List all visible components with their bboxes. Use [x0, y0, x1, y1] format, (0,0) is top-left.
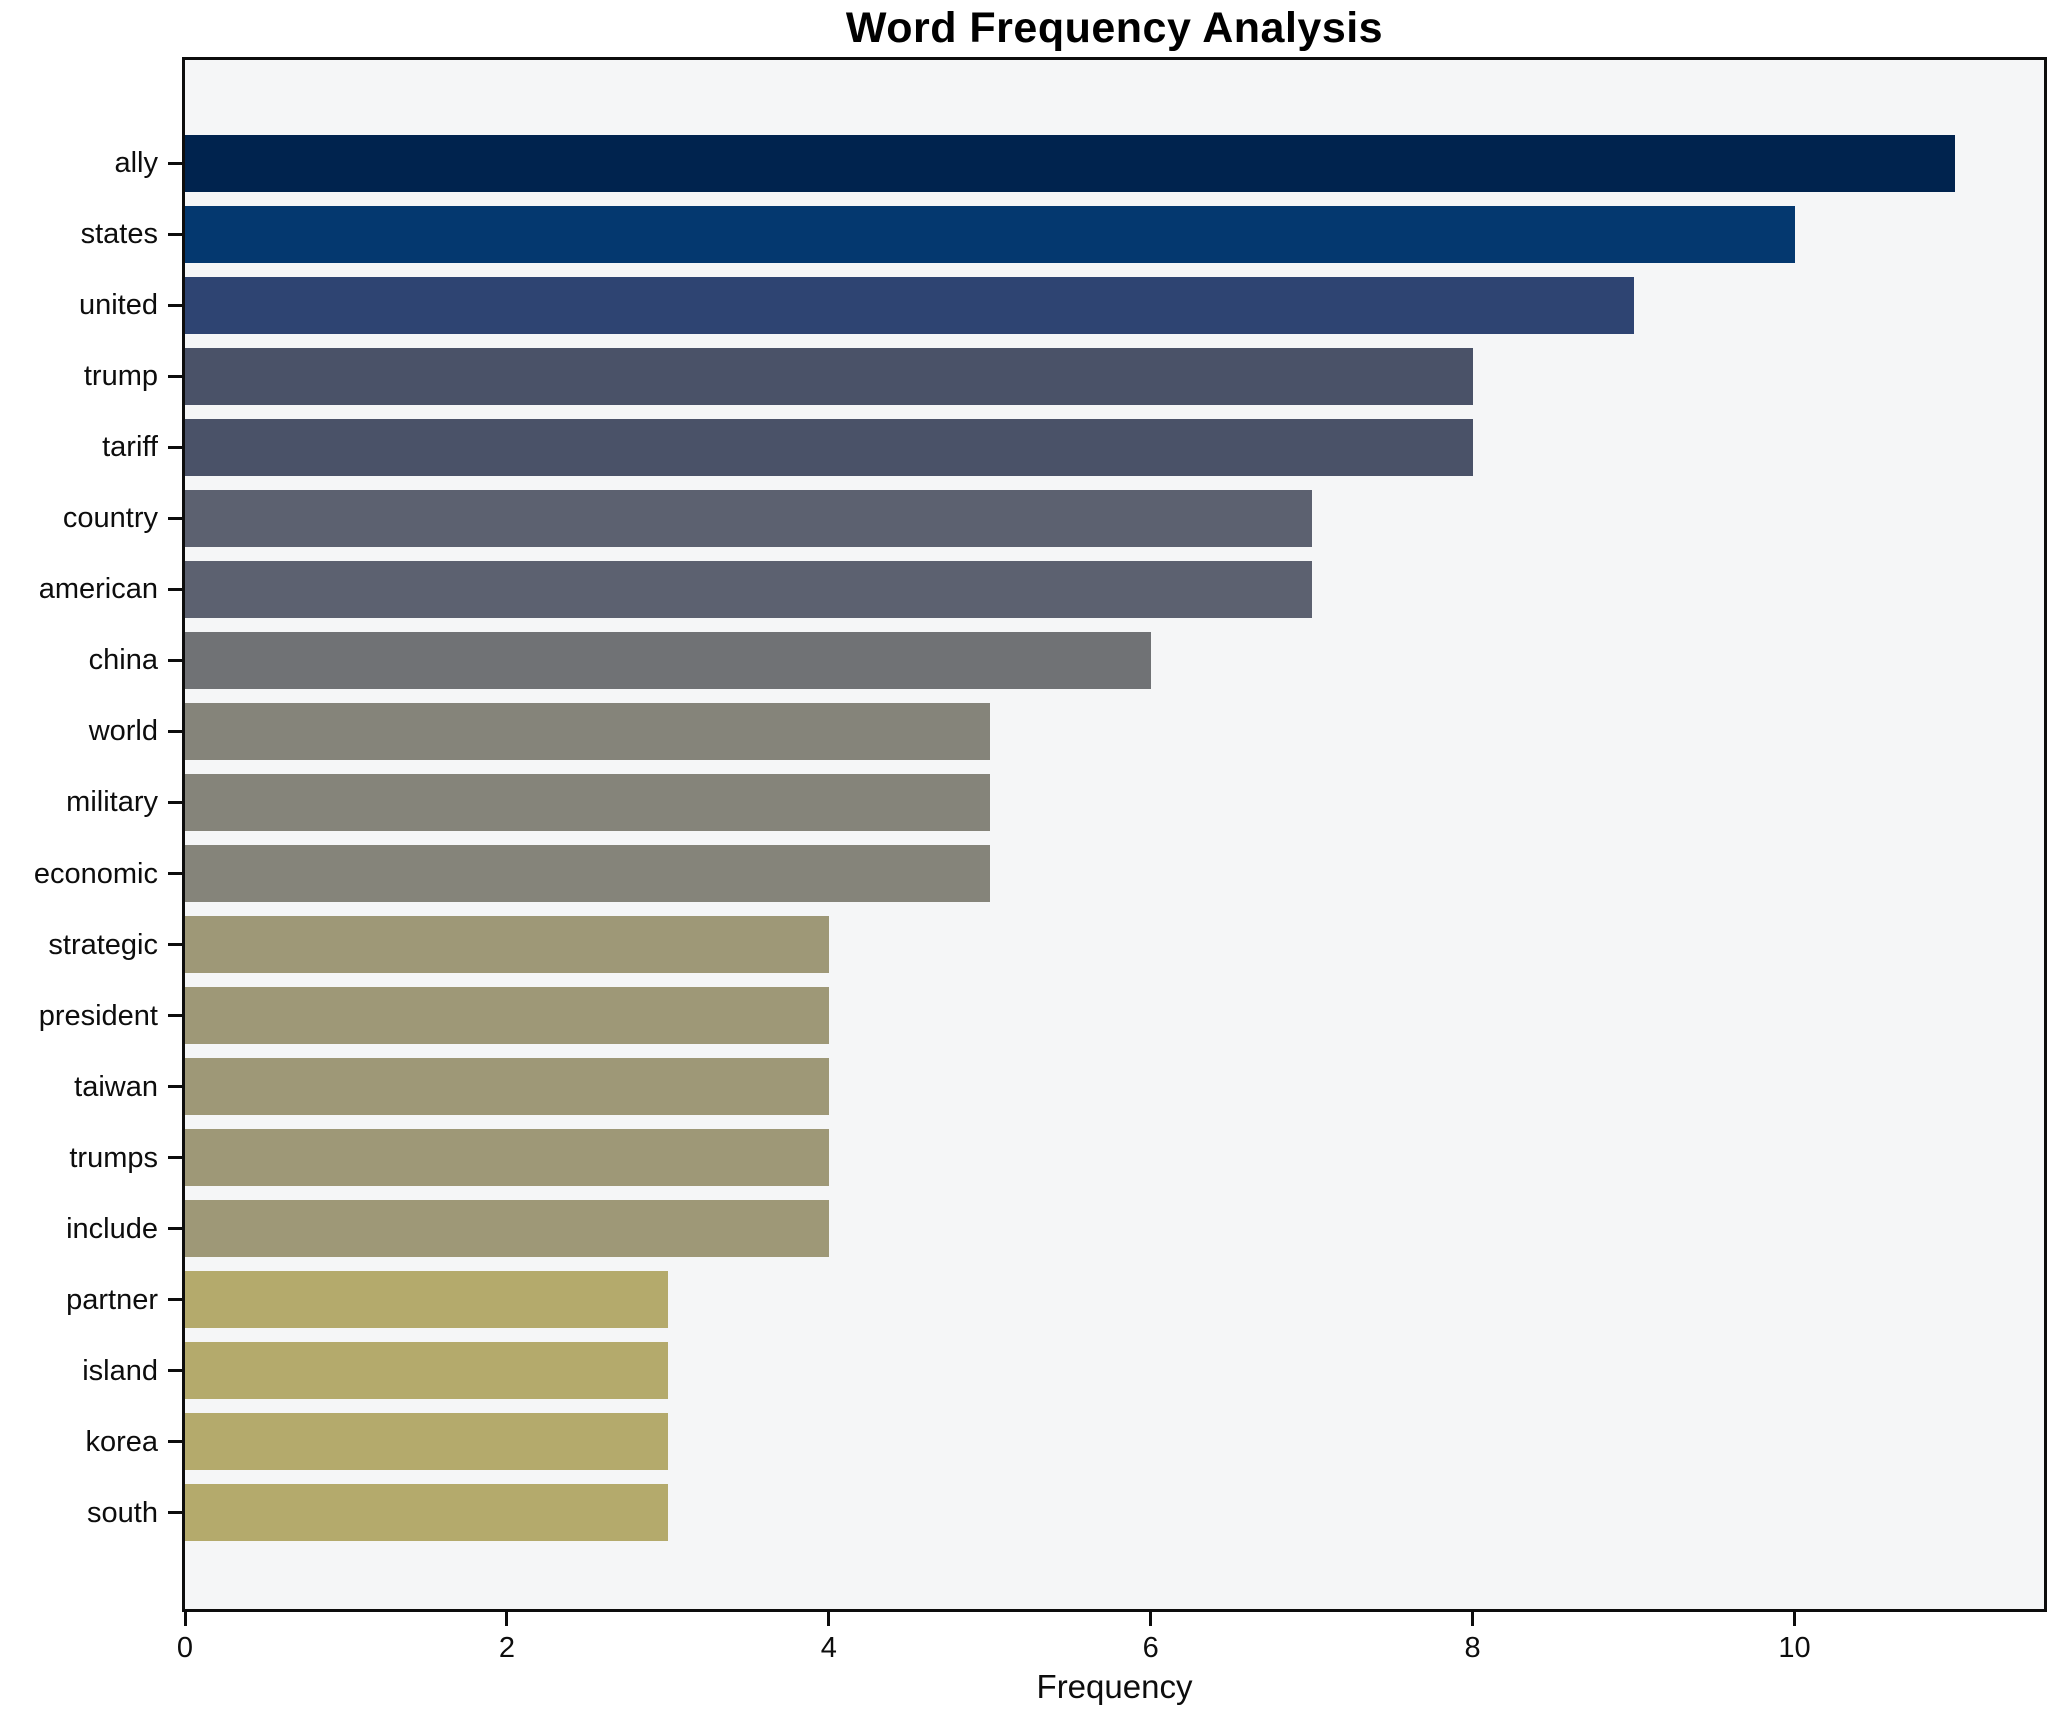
x-tick-label: 2 [498, 1632, 515, 1664]
y-tick-mark [168, 1440, 182, 1444]
x-tick-label: 0 [176, 1632, 194, 1664]
y-tick-mark [168, 587, 182, 591]
bar-president [185, 987, 829, 1045]
y-tick-label-country: country [62, 502, 158, 535]
y-tick-label-strategic: strategic [48, 928, 158, 961]
y-tick-label-world: world [88, 715, 158, 748]
bar-korea [185, 1413, 668, 1471]
y-tick-mark [168, 1156, 182, 1160]
y-tick-label-taiwan: taiwan [74, 1070, 158, 1103]
y-tick-mark [168, 445, 182, 449]
x-tick-label: 10 [1778, 1632, 1811, 1664]
x-tick-mark [1471, 1612, 1475, 1626]
bar-tariff [185, 418, 1473, 476]
bar-military [185, 773, 990, 831]
y-tick-mark [168, 1227, 182, 1231]
bar-include [185, 1200, 829, 1258]
x-tick-mark [1793, 1612, 1797, 1626]
x-tick-mark [1149, 1612, 1153, 1626]
bar-ally [185, 134, 1956, 192]
bar-taiwan [185, 1058, 829, 1116]
bar-trump [185, 347, 1473, 405]
x-tick-label: 4 [820, 1632, 837, 1664]
y-tick-label-china: china [88, 644, 158, 677]
y-tick-label-island: island [82, 1354, 158, 1387]
bar-island [185, 1342, 668, 1400]
y-tick-label-include: include [66, 1212, 158, 1245]
y-tick-mark [168, 232, 182, 236]
bar-united [185, 276, 1634, 334]
y-tick-mark [168, 161, 182, 165]
x-tick-label: 6 [1142, 1632, 1159, 1664]
y-tick-label-military: military [66, 786, 158, 819]
bar-partner [185, 1271, 668, 1329]
chart-title: Word Frequency Analysis [845, 4, 1384, 52]
y-tick-mark [168, 658, 182, 662]
bar-states [185, 205, 1795, 263]
y-tick-mark [168, 800, 182, 804]
y-tick-label-states: states [80, 218, 158, 251]
bar-economic [185, 845, 990, 902]
y-tick-mark [168, 1298, 182, 1302]
y-tick-mark [168, 1014, 182, 1018]
y-tick-mark [168, 303, 182, 307]
y-tick-mark [168, 516, 182, 520]
y-tick-label-american: american [38, 573, 158, 606]
bar-american [185, 560, 1312, 618]
bar-country [185, 489, 1312, 547]
bar-south [185, 1484, 668, 1542]
y-tick-label-trump: trump [83, 360, 158, 393]
x-tick-mark [505, 1612, 509, 1626]
y-tick-mark [168, 1511, 182, 1515]
x-tick-mark [183, 1612, 187, 1626]
y-tick-label-south: south [87, 1496, 158, 1529]
bar-strategic [185, 916, 829, 974]
y-tick-label-united: united [78, 289, 158, 322]
y-tick-mark [168, 729, 182, 733]
bar-world [185, 702, 990, 760]
bar-trumps [185, 1129, 829, 1187]
y-tick-label-trumps: trumps [69, 1141, 158, 1174]
y-tick-mark [168, 872, 182, 875]
y-tick-label-ally: ally [114, 147, 158, 179]
y-tick-mark [168, 1085, 182, 1089]
y-tick-mark [168, 374, 182, 378]
x-tick-mark [827, 1612, 831, 1626]
y-tick-mark [168, 943, 182, 947]
x-tick-label: 8 [1464, 1632, 1481, 1664]
y-tick-label-tariff: tariff [102, 431, 158, 464]
y-tick-label-president: president [38, 999, 158, 1032]
y-tick-label-korea: korea [85, 1425, 158, 1458]
y-tick-mark [168, 1369, 182, 1373]
y-tick-label-economic: economic [33, 857, 158, 890]
y-tick-label-partner: partner [66, 1283, 158, 1316]
x-axis-label: Frequency [1036, 1668, 1193, 1705]
bar-china [185, 631, 1151, 689]
